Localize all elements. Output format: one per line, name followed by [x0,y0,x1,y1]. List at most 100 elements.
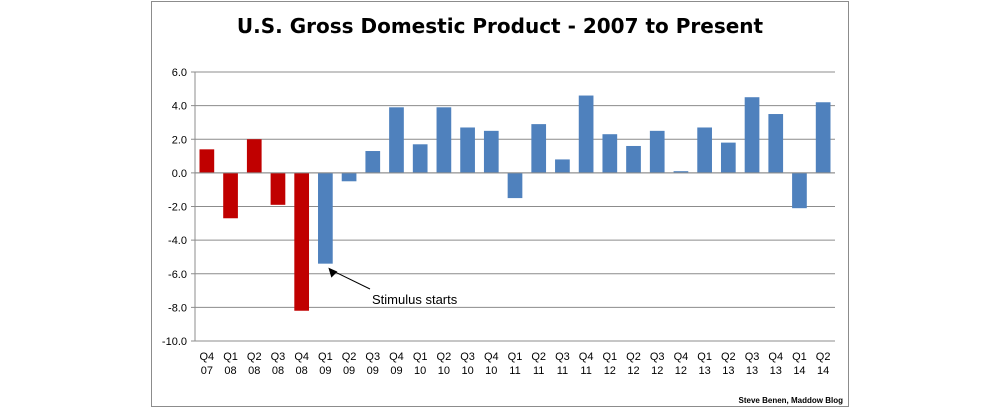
x-tick-label-year: 13 [699,365,711,377]
x-tick-label-quarter: Q2 [531,351,546,363]
annotation-label: Stimulus starts [372,292,458,307]
x-tick-label-year: 11 [509,365,520,377]
x-tick-label-year: 08 [296,365,308,377]
chart-title: U.S. Gross Domestic Product - 2007 to Pr… [237,14,764,38]
x-tick-label-quarter: Q1 [792,351,807,363]
x-tick-label-year: 12 [651,365,663,377]
y-tick-label: -8.0 [168,302,187,314]
bar [555,159,570,173]
x-tick-label-year: 08 [272,365,284,377]
x-tick-label-year: 09 [367,365,379,377]
x-tick-label-year: 13 [722,365,734,377]
bar [720,142,736,173]
annotation-arrow-line [330,269,371,290]
x-tick-label-quarter: Q1 [318,351,333,363]
bar [294,172,310,311]
x-tick-label-quarter: Q1 [413,351,428,363]
credit-text: Steve Benen, Maddow Blog [739,396,844,405]
bar [744,97,760,173]
x-tick-label-quarter: Q3 [745,351,760,363]
bar [792,172,807,209]
y-tick-label: 2.0 [172,134,187,146]
y-tick-label: 6.0 [172,67,187,79]
bar [341,172,357,182]
bar [578,95,594,173]
x-tick-label-quarter: Q3 [650,351,665,363]
y-tick-label: 4.0 [172,101,187,113]
bar [318,172,333,264]
bar [389,107,404,173]
bar [697,127,712,173]
chart-frame [151,1,849,407]
x-tick-label-quarter: Q4 [579,351,594,363]
bar [483,130,499,173]
x-tick-label-year: 08 [248,365,260,377]
x-tick-label-quarter: Q3 [365,351,380,363]
x-tick-label-quarter: Q2 [626,351,641,363]
x-tick-label-year: 11 [557,365,568,377]
bar [626,145,641,173]
bar [602,134,618,173]
x-tick-label-year: 13 [746,365,758,377]
x-tick-label-quarter: Q3 [271,351,286,363]
y-tick-label: -6.0 [168,269,187,281]
y-axis-ticks: 6.0 4.0 2.0 0.0 -2.0 -4.0 -6.0 -8.0 -10.0 [162,67,195,348]
x-tick-label-quarter: Q4 [200,351,215,363]
x-tick-label-quarter: Q4 [294,351,309,363]
y-tick-label: -4.0 [168,235,187,247]
x-tick-label-year: 11 [580,365,591,377]
bar [270,172,286,205]
x-tick-label-year: 09 [319,365,331,377]
x-tick-label-year: 09 [343,365,355,377]
x-tick-label-quarter: Q4 [389,351,404,363]
bar [673,171,689,173]
x-tick-label-year: 08 [224,365,236,377]
bar [507,172,523,199]
x-tick-label-year: 07 [201,365,213,377]
x-tick-label-quarter: Q4 [674,351,689,363]
x-tick-label-quarter: Q4 [484,351,499,363]
x-tick-label-year: 09 [390,365,402,377]
bar [531,124,547,173]
annotations: Stimulus starts [328,267,458,307]
bar [412,144,428,173]
x-tick-label-quarter: Q3 [555,351,570,363]
x-tick-label-quarter: Q2 [437,351,452,363]
bar [246,139,262,173]
x-tick-label-year: 10 [414,365,426,377]
bar [649,130,665,173]
x-tick-label-year: 14 [817,365,829,377]
bar [199,149,215,173]
x-tick-label-year: 12 [604,365,616,377]
y-tick-label: -10.0 [162,336,187,348]
bar [223,172,238,219]
x-tick-label-year: 12 [627,365,639,377]
x-tick-label-quarter: Q3 [460,351,475,363]
x-tick-label-year: 10 [461,365,473,377]
bar [460,127,475,173]
x-tick-label-year: 10 [438,365,450,377]
x-tick-label-year: 14 [793,365,805,377]
bars [199,95,831,311]
x-tick-label-quarter: Q2 [342,351,357,363]
bar [815,102,831,173]
x-tick-label-quarter: Q1 [602,351,617,363]
x-tick-label-quarter: Q4 [768,351,783,363]
x-tick-label-year: 12 [675,365,687,377]
x-tick-label-quarter: Q2 [816,351,831,363]
x-tick-label-quarter: Q1 [223,351,238,363]
x-tick-label-quarter: Q1 [508,351,523,363]
x-axis-ticks: Q4 07 Q1 08 Q2 08 Q3 08 Q4 08 Q1 09 Q2 09 Q3 09 Q4 09 Q1 10… [200,351,831,377]
bar [365,151,381,173]
x-tick-label-quarter: Q2 [721,351,736,363]
y-tick-label: -2.0 [168,202,187,214]
axes [194,72,835,341]
annotation-arrow-head [328,267,338,278]
bar [768,114,784,173]
x-tick-label-quarter: Q1 [697,351,712,363]
y-tick-label: 0.0 [172,168,187,180]
gridlines [195,71,835,342]
bar [436,107,452,173]
x-tick-label-quarter: Q2 [247,351,262,363]
